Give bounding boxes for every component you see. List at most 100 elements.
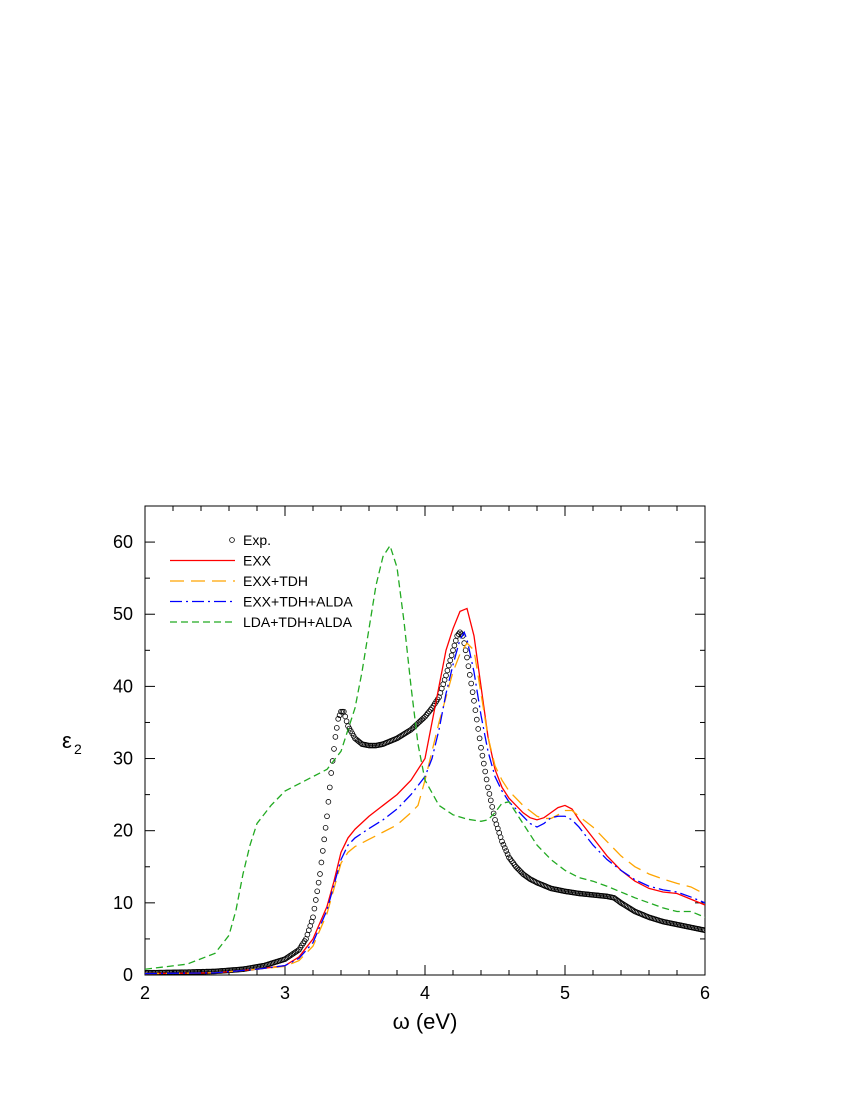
data-point: [399, 732, 406, 738]
series-line-exx: [145, 607, 705, 975]
data-point: [514, 865, 521, 872]
data-point: [500, 841, 507, 848]
data-point: [423, 712, 430, 718]
data-point: [402, 730, 409, 736]
legend-entry: EXX+TDH: [170, 573, 308, 589]
data-point: [286, 953, 293, 960]
series-line-lda-tdh-alda: [145, 544, 705, 970]
data-point: [517, 868, 523, 874]
data-point: [310, 914, 316, 921]
data-point: [424, 710, 431, 717]
data-point: [325, 799, 332, 805]
data-point: [283, 955, 290, 961]
y-tick-label: 30: [113, 749, 133, 769]
data-point: [315, 879, 322, 886]
x-tick-label: 2: [140, 983, 150, 1003]
data-point: [501, 845, 508, 851]
data-point: [450, 647, 456, 654]
data-point: [403, 729, 410, 736]
data-point: [311, 905, 318, 912]
data-point: [312, 897, 319, 903]
data-point: [525, 875, 532, 881]
legend-entry: EXX+TDH+ALDA: [170, 594, 353, 610]
legend-entry: LDA+TDH+ALDA: [170, 614, 353, 630]
legend-label: EXX+TDH+ALDA: [243, 594, 353, 610]
data-point: [462, 647, 469, 654]
data-point: [395, 734, 402, 741]
data-point: [479, 752, 486, 759]
data-point: [342, 713, 349, 720]
data-point: [416, 719, 423, 725]
x-tick-label: 5: [560, 983, 570, 1003]
data-point: [396, 733, 403, 740]
data-point: [457, 629, 463, 636]
series-line-exx-tdh: [145, 642, 705, 975]
data-point: [471, 698, 477, 704]
data-point: [616, 899, 623, 905]
x-tick-label: 4: [420, 983, 430, 1003]
data-point: [515, 866, 522, 873]
data-point: [472, 707, 479, 713]
data-point: [629, 906, 635, 913]
data-point: [328, 770, 335, 776]
y-axis-label-subscript: 2: [74, 741, 82, 757]
data-point: [329, 758, 336, 764]
data-point: [324, 813, 330, 820]
data-point: [319, 848, 326, 854]
data-point: [499, 838, 505, 845]
data-point: [475, 726, 482, 732]
series-line-exx-tdh-alda: [145, 630, 705, 975]
data-point: [447, 657, 454, 664]
data-point: [322, 825, 329, 831]
data-point: [332, 734, 339, 740]
legend-entry: EXX: [170, 553, 272, 569]
data-point: [702, 927, 705, 934]
legend-label: EXX: [243, 553, 272, 569]
data-point: [420, 715, 427, 721]
data-point: [445, 662, 452, 669]
data-point: [427, 706, 434, 713]
y-axis-label: ε: [62, 728, 72, 753]
x-tick-label: 3: [280, 983, 290, 1003]
data-point: [468, 680, 475, 687]
x-axis-label: ω (eV): [393, 1009, 458, 1034]
data-point: [318, 859, 325, 866]
data-point: [626, 905, 633, 911]
data-point: [622, 902, 628, 909]
data-point: [335, 716, 342, 722]
data-point: [317, 871, 323, 877]
data-point: [401, 731, 407, 737]
data-point: [480, 760, 487, 767]
data-point: [398, 732, 405, 739]
data-point: [343, 718, 350, 725]
data-point: [321, 836, 328, 843]
x-tick-label: 6: [700, 983, 710, 1003]
data-point: [405, 728, 412, 735]
data-point: [291, 949, 298, 956]
data-point: [464, 654, 470, 661]
data-point: [426, 708, 433, 715]
legend-label: Exp.: [243, 532, 271, 548]
data-point: [483, 776, 490, 783]
data-point: [619, 900, 626, 907]
y-tick-label: 40: [113, 676, 133, 696]
data-point: [419, 716, 426, 723]
data-point: [287, 952, 294, 959]
data-point: [465, 663, 472, 669]
data-point: [333, 725, 340, 731]
data-point: [625, 904, 631, 910]
data-point: [394, 735, 400, 742]
data-point: [451, 642, 458, 649]
series-exp: [145, 629, 705, 975]
data-point: [473, 716, 480, 723]
y-tick-label: 50: [113, 604, 133, 624]
data-point: [487, 797, 494, 804]
series-layer: [145, 544, 705, 975]
data-point: [444, 667, 451, 674]
legend-label: LDA+TDH+ALDA: [243, 614, 353, 630]
data-point: [485, 784, 491, 791]
axis-labels: ω (eV)ε 2: [62, 728, 457, 1034]
y-tick-label: 10: [113, 893, 133, 913]
data-point: [623, 903, 630, 910]
